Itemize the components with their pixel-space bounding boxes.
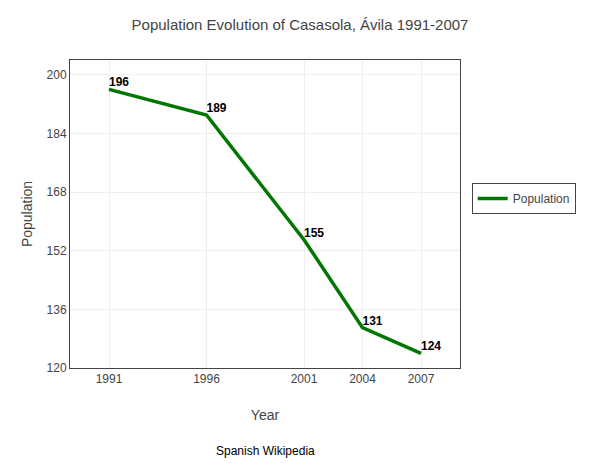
svg-text:184: 184 (47, 127, 67, 141)
svg-text:Spanish Wikipedia: Spanish Wikipedia (216, 444, 315, 458)
svg-text:1991: 1991 (96, 372, 123, 386)
svg-text:196: 196 (109, 75, 129, 89)
svg-text:2004: 2004 (349, 372, 376, 386)
svg-text:136: 136 (47, 303, 67, 317)
svg-text:131: 131 (363, 314, 383, 328)
svg-text:2001: 2001 (291, 372, 318, 386)
svg-text:155: 155 (304, 226, 324, 240)
svg-text:Population: Population (513, 192, 570, 206)
svg-text:1996: 1996 (193, 372, 220, 386)
svg-text:Population: Population (19, 181, 35, 247)
svg-text:189: 189 (207, 101, 227, 115)
svg-text:Population Evolution of Casaso: Population Evolution of Casasola, Ávila … (132, 16, 469, 33)
svg-text:Year: Year (251, 407, 280, 423)
svg-text:152: 152 (47, 244, 67, 258)
svg-text:124: 124 (421, 339, 441, 353)
svg-text:168: 168 (47, 185, 67, 199)
svg-text:2007: 2007 (408, 372, 435, 386)
svg-text:200: 200 (47, 68, 67, 82)
svg-text:120: 120 (47, 361, 67, 375)
